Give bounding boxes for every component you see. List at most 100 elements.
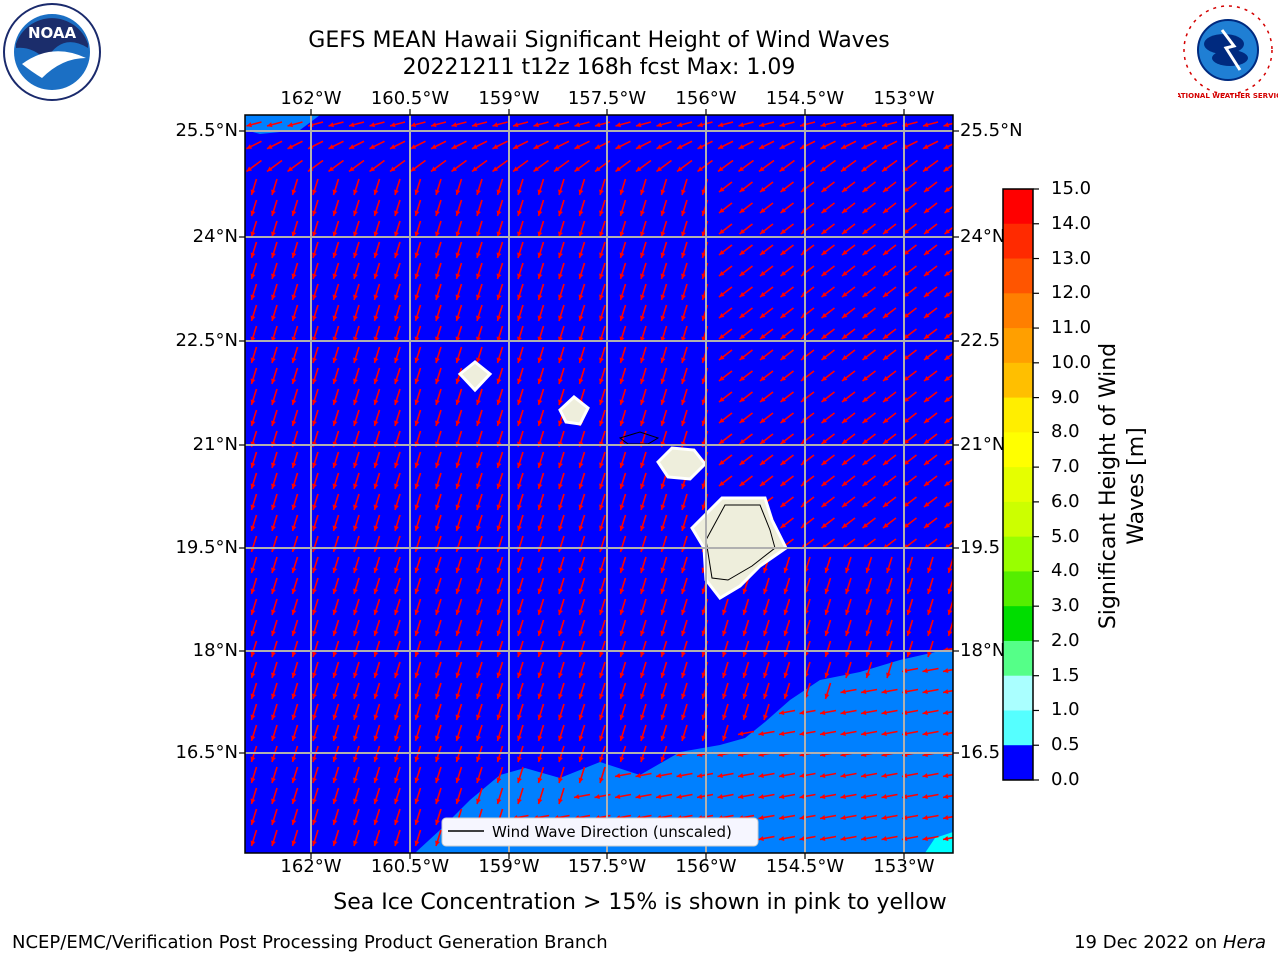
wave-arrow-head	[271, 315, 276, 321]
wave-arrow-head	[390, 166, 396, 172]
wave-arrow-head	[455, 714, 461, 720]
wave-arrow-head	[267, 144, 273, 149]
wave-arrow-head	[517, 273, 522, 279]
wave-arrow-head	[435, 483, 440, 489]
wave-arrow-head	[862, 375, 868, 381]
wave-arrow-head	[250, 840, 256, 846]
wave-arrow-head	[862, 312, 868, 318]
wave-arrow-head	[517, 693, 522, 699]
wave-arrow-head	[558, 483, 563, 489]
wave-arrow-head	[780, 501, 786, 507]
wave-arrow-head	[619, 756, 625, 762]
wave-arrow-head	[779, 122, 785, 128]
wave-arrow-head	[537, 714, 543, 720]
colorbar-tick-label: 14.0	[1051, 212, 1092, 234]
wave-arrow-head	[681, 567, 686, 573]
wave-arrow-head	[842, 417, 848, 423]
wave-arrow-head	[719, 396, 725, 402]
wave-arrow-head	[312, 756, 317, 762]
wave-arrow-head	[842, 228, 848, 234]
wave-arrow-head	[394, 756, 399, 762]
wave-arrow-head	[312, 735, 317, 741]
wave-arrow-head	[271, 399, 276, 405]
wave-arrow-head	[906, 588, 912, 594]
wave-arrow-head	[455, 630, 461, 636]
wave-arrow-head	[824, 651, 830, 657]
wave-arrow-head	[619, 630, 625, 636]
wave-arrow-head	[862, 333, 868, 339]
wave-arrow-head	[496, 357, 502, 363]
wave-arrow-head	[414, 294, 420, 300]
wave-arrow-head	[476, 504, 481, 510]
wave-arrow-head	[537, 735, 543, 741]
wave-arrow-head	[697, 144, 704, 149]
wave-arrow-head	[722, 735, 727, 741]
lon-label-top: 156°W	[675, 88, 737, 109]
wave-arrow-head	[574, 144, 581, 149]
wave-arrow-head	[660, 315, 666, 321]
wave-arrow-head	[865, 630, 871, 636]
wave-arrow-head	[619, 231, 625, 237]
wave-arrow-head	[332, 630, 338, 636]
wave-arrow-head	[246, 166, 253, 172]
wave-arrow-head	[924, 207, 930, 213]
wave-arrow-head	[883, 333, 889, 339]
wave-arrow-head	[554, 144, 560, 149]
wave-arrow-head	[821, 354, 827, 360]
wave-arrow-head	[861, 144, 868, 149]
wave-arrow-head	[722, 672, 727, 678]
wave-arrow-head	[635, 794, 641, 800]
wave-arrow-head	[414, 630, 420, 636]
wave-arrow-head	[291, 273, 297, 279]
wave-arrow-head	[780, 207, 786, 213]
wave-arrow-head	[435, 756, 440, 762]
wave-arrow-head	[312, 840, 317, 846]
wave-arrow-head	[431, 122, 437, 128]
wave-arrow-head	[739, 459, 745, 465]
wave-arrow-head	[924, 480, 930, 486]
wave-arrow-head	[697, 773, 703, 779]
wave-arrow-head	[640, 756, 645, 762]
wave-arrow-head	[821, 270, 827, 276]
wave-arrow-head	[496, 693, 502, 699]
wave-arrow-head	[640, 252, 645, 258]
wave-arrow-head	[845, 651, 850, 657]
wave-arrow-head	[599, 777, 604, 783]
wave-arrow-head	[799, 815, 805, 821]
wave-arrow-head	[537, 651, 543, 657]
wave-arrow-head	[944, 375, 950, 381]
wave-arrow-head	[619, 378, 625, 384]
wave-arrow-head	[517, 483, 522, 489]
wave-arrow-head	[353, 273, 358, 279]
wave-arrow-head	[924, 354, 930, 360]
wave-arrow-head	[742, 630, 748, 636]
wave-arrow-head	[291, 315, 297, 321]
lat-label-right: 25.5°N	[960, 120, 1023, 141]
wave-arrow-head	[353, 588, 358, 594]
wave-arrow-head	[619, 714, 625, 720]
wave-arrow-head	[455, 672, 461, 678]
wave-arrow-head	[779, 794, 785, 800]
wave-arrow-head	[496, 378, 502, 384]
wave-arrow-head	[924, 438, 930, 444]
wave-arrow-head	[476, 399, 481, 405]
wave-arrow-head	[537, 357, 543, 363]
wave-arrow-head	[414, 357, 420, 363]
wave-arrow-head	[332, 735, 338, 741]
lon-label-bottom: 157.5°W	[567, 856, 647, 877]
wave-arrow-head	[410, 144, 417, 149]
wave-arrow-head	[619, 273, 625, 279]
wave-arrow-head	[924, 270, 930, 276]
wave-arrow-head	[722, 609, 727, 615]
wave-arrow-head	[291, 378, 297, 384]
wave-arrow-head	[353, 819, 358, 825]
wave-arrow-head	[332, 210, 338, 216]
wave-arrow-head	[640, 294, 645, 300]
lon-label-bottom: 154.5°W	[765, 856, 845, 877]
wave-arrow-head	[250, 525, 256, 531]
wave-arrow-head	[435, 777, 440, 783]
wave-arrow-head	[435, 609, 440, 615]
wave-arrow-head	[394, 714, 399, 720]
wave-arrow-head	[719, 480, 725, 486]
wave-arrow-head	[414, 567, 420, 573]
